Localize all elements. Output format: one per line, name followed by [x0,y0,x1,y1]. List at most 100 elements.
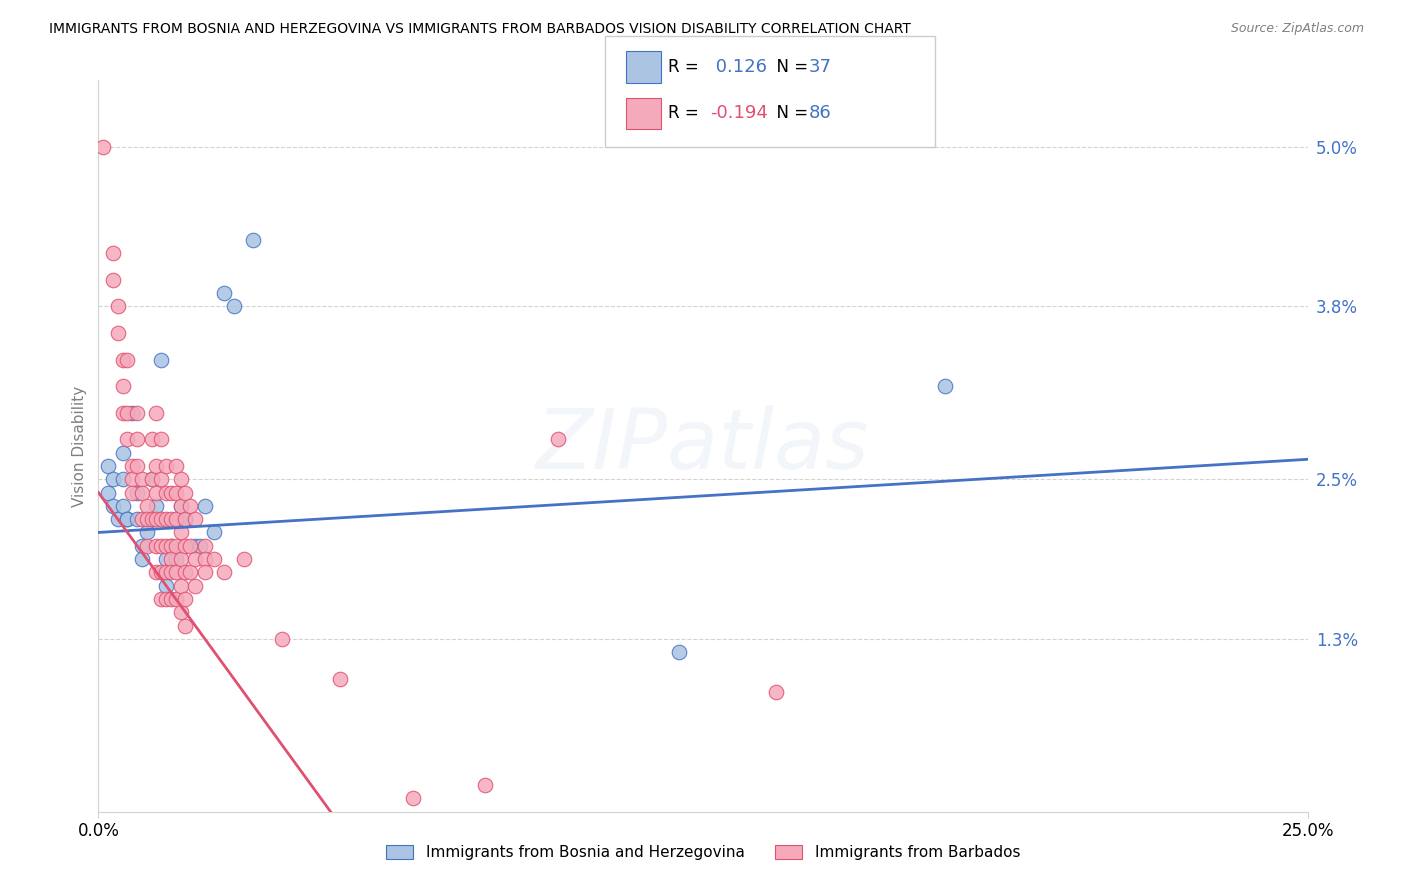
Point [402,791,425,805]
Point [169,552,191,566]
Point [155,591,177,606]
Point [127,512,149,526]
Point [145,458,167,473]
Point [155,552,177,566]
Point [668,645,690,659]
Point [117,433,139,447]
Point [141,433,163,447]
Point [169,472,191,486]
Point [174,485,197,500]
Point [155,566,177,580]
Point [204,552,226,566]
Point [131,539,153,553]
Point [547,433,569,447]
Point [242,233,264,247]
Legend: Immigrants from Bosnia and Herzegovina, Immigrants from Barbados: Immigrants from Bosnia and Herzegovina, … [380,838,1026,866]
Point [111,499,134,513]
Point [165,485,187,500]
Point [145,566,167,580]
Point [174,539,197,553]
Point [97,485,120,500]
Point [169,605,191,619]
Point [271,632,294,646]
Text: -0.194: -0.194 [710,104,768,122]
Text: N =: N = [766,58,814,76]
Text: ZIPatlas: ZIPatlas [536,406,870,486]
Point [194,499,217,513]
Point [131,552,153,566]
Point [117,406,139,420]
Point [329,672,352,686]
Point [160,591,183,606]
Point [155,458,177,473]
Point [145,485,167,500]
Point [127,406,149,420]
Point [107,512,129,526]
Point [121,458,143,473]
Point [127,433,149,447]
Point [127,458,149,473]
Point [145,406,167,420]
Point [179,539,201,553]
Point [194,539,217,553]
Point [101,499,124,513]
Point [141,512,163,526]
Point [160,552,183,566]
Point [141,472,163,486]
Point [174,591,197,606]
Point [135,512,157,526]
Point [150,566,173,580]
Point [111,352,134,367]
Point [135,499,157,513]
Point [160,539,183,553]
Point [174,512,197,526]
Point [204,525,226,540]
Point [131,512,153,526]
Point [117,512,139,526]
Point [135,525,157,540]
Point [212,566,235,580]
Text: R =: R = [668,104,704,122]
Point [179,499,201,513]
Point [169,525,191,540]
Point [141,472,163,486]
Point [765,685,787,699]
Point [174,512,197,526]
Point [135,539,157,553]
Point [160,566,183,580]
Point [101,246,124,260]
Point [111,472,134,486]
Point [111,379,134,393]
Point [127,485,149,500]
Point [111,445,134,459]
Text: 86: 86 [808,104,831,122]
Point [150,512,173,526]
Point [174,566,197,580]
Point [155,512,177,526]
Y-axis label: Vision Disability: Vision Disability [72,385,87,507]
Point [155,579,177,593]
Point [160,512,183,526]
Point [107,299,129,313]
Point [145,539,167,553]
Point [101,273,124,287]
Point [174,618,197,632]
Point [155,539,177,553]
Point [165,591,187,606]
Point [101,472,124,486]
Point [934,379,956,393]
Point [165,458,187,473]
Point [121,485,143,500]
Point [194,566,217,580]
Point [150,539,173,553]
Text: R =: R = [668,58,704,76]
Point [150,472,173,486]
Point [184,552,207,566]
Point [165,539,187,553]
Point [222,299,245,313]
Point [169,499,191,513]
Point [165,512,187,526]
Point [184,579,207,593]
Point [111,406,134,420]
Point [194,552,217,566]
